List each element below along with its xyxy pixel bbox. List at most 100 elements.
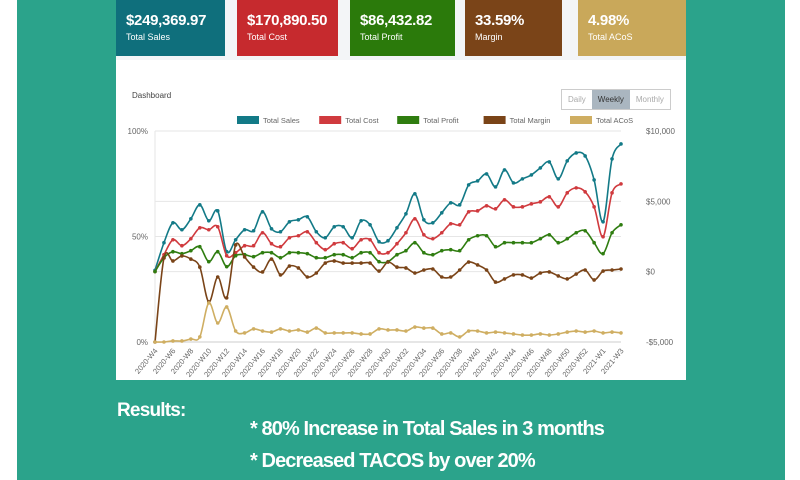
data-point-total-margin [386, 260, 390, 264]
data-point-total-profit [493, 244, 498, 249]
data-point-total-sales [475, 179, 480, 183]
data-point-total-cost [422, 232, 426, 237]
data-point-total-margin [359, 261, 363, 265]
data-point-total-margin [368, 261, 372, 265]
data-point-total-cost [413, 216, 417, 221]
data-point-total-cost [206, 227, 211, 232]
data-point-total-acos [314, 326, 319, 330]
data-point-total-profit [511, 240, 516, 245]
card-margin: 33.59% Margin [465, 0, 562, 56]
data-point-total-sales [529, 173, 534, 177]
data-point-total-profit [592, 240, 596, 245]
data-point-total-cost [466, 210, 471, 214]
data-point-total-margin [224, 296, 229, 300]
data-point-total-cost [189, 236, 193, 241]
data-point-total-margin [610, 268, 614, 272]
data-point-total-cost [215, 224, 220, 229]
data-point-total-sales [350, 235, 354, 240]
data-point-total-profit [251, 254, 256, 259]
data-point-total-acos [368, 332, 372, 336]
data-point-total-margin [171, 259, 175, 263]
right-tick-label: $0 [646, 268, 655, 277]
data-point-total-cost [269, 241, 274, 246]
data-point-total-profit [171, 249, 175, 254]
data-point-total-cost [224, 253, 229, 258]
data-point-total-sales [610, 157, 614, 161]
card-total-cost: $170,890.50 Total Cost [237, 0, 338, 56]
data-point-total-sales [296, 217, 301, 222]
series-line-total-cost [154, 183, 622, 273]
data-point-total-cost [592, 205, 596, 209]
data-point-total-sales [395, 225, 399, 230]
card-label: Total Sales [126, 32, 171, 42]
data-point-total-profit [431, 252, 435, 257]
data-point-total-profit [520, 240, 525, 245]
data-point-total-acos [547, 333, 552, 337]
data-point-total-margin [233, 243, 238, 247]
card-value: 33.59% [475, 12, 525, 29]
data-point-total-sales [574, 151, 578, 155]
data-point-total-margin [484, 268, 489, 272]
data-point-total-profit [583, 228, 587, 233]
data-point-total-sales [547, 160, 552, 164]
data-point-total-sales [466, 183, 471, 187]
data-point-total-acos [242, 331, 247, 335]
data-point-total-profit [475, 233, 480, 238]
data-point-total-margin [574, 272, 578, 276]
data-point-total-acos [171, 339, 175, 343]
data-point-total-sales [180, 227, 184, 232]
data-point-total-acos [341, 331, 345, 335]
data-point-total-acos [377, 327, 381, 331]
data-point-total-cost [511, 205, 516, 209]
data-point-total-sales [556, 177, 561, 181]
toggle-monthly[interactable]: Monthly [635, 95, 664, 104]
data-point-total-margin [547, 270, 552, 274]
toggle-weekly[interactable]: Weekly [591, 90, 630, 109]
data-point-total-margin [260, 270, 265, 274]
data-point-total-sales [305, 214, 310, 219]
data-point-total-cost [287, 235, 292, 240]
data-point-total-margin [583, 268, 587, 272]
data-point-total-sales [198, 203, 202, 207]
data-point-total-margin [278, 273, 283, 277]
data-point-total-sales [565, 159, 570, 163]
card-value: $86,432.82 [360, 12, 433, 29]
data-point-total-acos [475, 329, 480, 333]
data-point-total-cost [180, 243, 184, 248]
data-point-total-profit [457, 248, 462, 253]
data-point-total-margin [475, 263, 480, 267]
data-point-total-cost [601, 234, 605, 239]
data-point-total-cost [171, 237, 175, 242]
data-point-total-profit [466, 237, 471, 242]
data-point-total-cost [278, 244, 283, 249]
data-point-total-cost [538, 200, 543, 204]
data-point-total-sales [619, 142, 623, 146]
data-point-total-sales [422, 217, 426, 222]
data-point-total-acos [502, 331, 507, 335]
data-point-total-margin [448, 275, 453, 279]
data-point-total-acos [206, 301, 211, 305]
data-point-total-cost [583, 190, 587, 194]
data-point-total-margin [305, 275, 310, 279]
data-point-total-margin [592, 278, 596, 282]
data-point-total-cost [198, 225, 202, 230]
legend-label: Total ACoS [596, 116, 633, 125]
data-point-total-profit [224, 264, 229, 269]
data-point-total-sales [377, 239, 381, 244]
data-point-total-margin [377, 269, 381, 273]
right-tick-label: $5,000 [646, 197, 671, 206]
toggle-daily[interactable]: Daily [568, 95, 586, 104]
card-label: Total Profit [360, 32, 403, 42]
data-point-total-acos [162, 340, 166, 344]
data-point-total-profit [206, 259, 211, 264]
card-value: $170,890.50 [247, 12, 328, 29]
data-point-total-sales [233, 237, 238, 242]
data-point-total-margin [332, 259, 337, 263]
data-point-total-margin [619, 267, 623, 271]
data-point-total-cost [377, 250, 381, 255]
data-point-total-profit [556, 240, 561, 245]
data-point-total-cost [448, 221, 453, 226]
dashboard-title: Dashboard [132, 91, 172, 100]
data-point-total-margin [413, 271, 417, 275]
data-point-total-acos [431, 326, 435, 330]
